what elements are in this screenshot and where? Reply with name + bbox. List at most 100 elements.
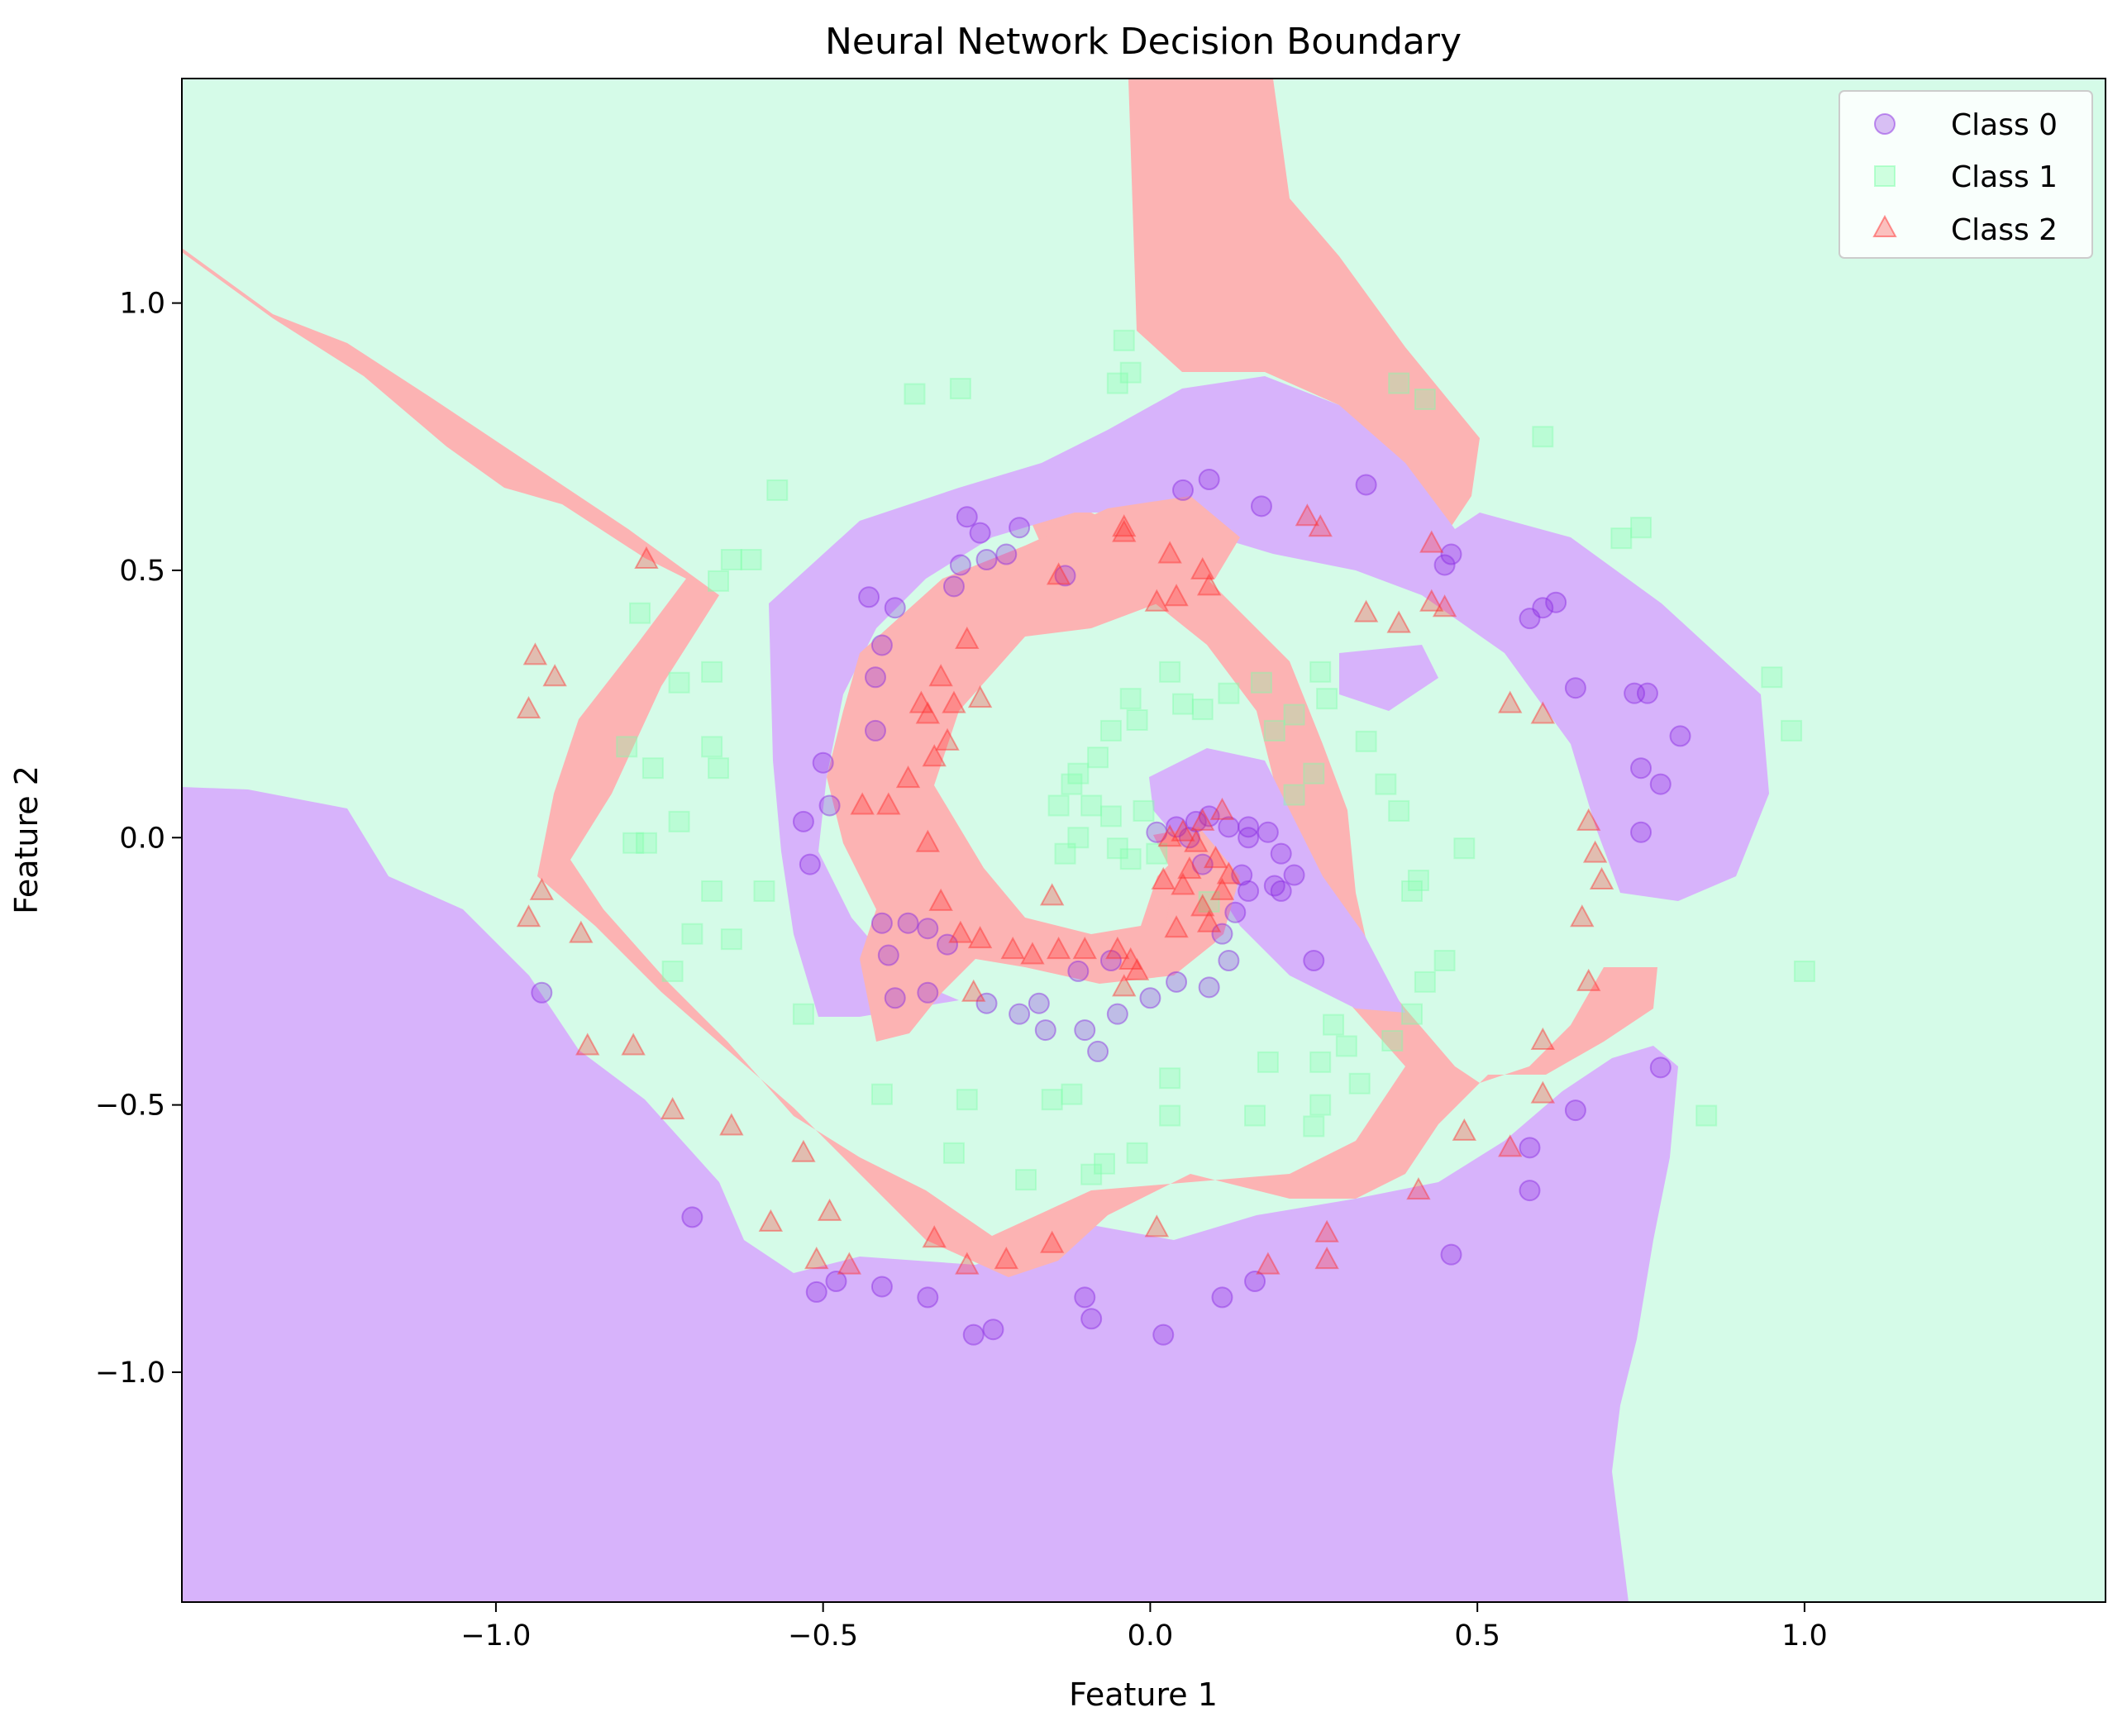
data-point: [1151, 866, 1176, 889]
data-point: [1171, 818, 1195, 842]
data-point: [937, 933, 959, 956]
data-point: [1072, 936, 1097, 960]
data-point: [1106, 372, 1128, 394]
data-point: [1309, 661, 1332, 683]
data-point: [1106, 1003, 1128, 1025]
data-point: [1198, 890, 1220, 913]
data-point: [1159, 1067, 1181, 1090]
data-point: [850, 792, 875, 815]
data-point: [817, 1198, 842, 1221]
data-point: [621, 1033, 646, 1056]
data-point: [1695, 1104, 1718, 1127]
data-point: [701, 661, 723, 683]
data-point: [635, 832, 657, 854]
data-point: [1433, 950, 1456, 971]
data-point: [1532, 597, 1554, 619]
region-class-0-ring: [769, 376, 1769, 1017]
x-axis-ticks: −1.0 −0.5 0.0 0.5 1.0: [460, 1602, 1828, 1653]
data-point: [1545, 591, 1567, 613]
data-point: [1191, 853, 1214, 875]
data-point: [1257, 821, 1279, 843]
data-point: [1414, 389, 1436, 410]
data-point: [1669, 725, 1691, 747]
data-point: [1178, 827, 1200, 849]
data-point: [622, 832, 645, 854]
data-point: [1171, 693, 1194, 715]
data-point: [1157, 824, 1182, 847]
data-point: [1067, 827, 1090, 849]
data-point: [1388, 372, 1410, 394]
x-tick-label: −0.5: [788, 1619, 858, 1653]
data-point: [969, 522, 991, 544]
data-point: [1386, 610, 1411, 633]
data-point: [1576, 808, 1601, 831]
data-point: [870, 634, 893, 656]
data-point: [1198, 805, 1220, 827]
data-point: [1316, 688, 1338, 710]
data-point: [516, 904, 541, 928]
data-point: [1388, 799, 1410, 822]
data-point: [1124, 957, 1150, 980]
data-point: [1309, 1051, 1332, 1073]
region-class-0-lower: [182, 787, 1678, 1602]
data-point: [870, 1083, 893, 1105]
x-tick-label: 0.0: [1128, 1619, 1174, 1653]
data-point: [1355, 730, 1377, 752]
data-point: [915, 829, 940, 852]
data-point: [948, 920, 973, 943]
data-point: [1080, 1308, 1103, 1330]
data-point: [1211, 1286, 1233, 1309]
y-tick-label: 0.0: [119, 822, 165, 855]
data-point: [949, 554, 971, 576]
data-point: [1440, 1243, 1462, 1266]
data-point: [917, 1286, 939, 1309]
region-class-2-left: [182, 248, 1657, 1277]
data-point: [1164, 915, 1189, 938]
data-point: [897, 912, 919, 934]
data-point: [1355, 474, 1377, 496]
data-point: [1414, 971, 1436, 993]
data-point: [1314, 1247, 1339, 1270]
data-point: [1191, 699, 1214, 721]
data-point: [1157, 541, 1182, 564]
data-point: [1177, 856, 1202, 880]
data-point: [1323, 1013, 1345, 1036]
data-point: [1034, 1019, 1056, 1042]
data-point: [1144, 1214, 1170, 1238]
data-point: [955, 626, 980, 649]
data-point: [1061, 773, 1083, 795]
data-point: [812, 751, 834, 774]
data-point: [799, 853, 821, 875]
legend-marker-class-1: [1874, 165, 1896, 187]
data-point: [877, 944, 899, 966]
data-point: [1407, 870, 1429, 891]
data-point: [740, 549, 762, 570]
legend-box: [1838, 90, 2093, 259]
data-point: [994, 1247, 1018, 1270]
data-point: [1190, 808, 1215, 831]
data-point: [1171, 479, 1194, 501]
data-point: [1126, 709, 1148, 731]
data-point: [1094, 1152, 1116, 1175]
data-point: [1231, 864, 1253, 886]
data-point: [1303, 762, 1325, 785]
data-point: [1244, 1271, 1266, 1292]
data-point: [758, 1209, 784, 1232]
x-tick-label: 0.5: [1454, 1619, 1500, 1653]
data-point: [1308, 514, 1333, 537]
y-tick-label: −0.5: [95, 1090, 165, 1123]
data-point: [1519, 1180, 1541, 1202]
series-class-2: [516, 503, 1614, 1275]
data-point: [1610, 527, 1633, 550]
x-tick-label: 1.0: [1781, 1619, 1828, 1653]
region-class-2-top-stripe: [1128, 79, 1480, 546]
legend-marker-class-0: [1874, 113, 1896, 135]
data-point: [1196, 909, 1222, 932]
data-point: [1211, 923, 1233, 945]
legend-marker-class-2: [1872, 214, 1897, 237]
data-point: [917, 918, 939, 940]
data-point: [1047, 794, 1070, 817]
data-point: [825, 1271, 847, 1292]
data-point: [701, 880, 723, 902]
data-point: [1112, 519, 1137, 542]
